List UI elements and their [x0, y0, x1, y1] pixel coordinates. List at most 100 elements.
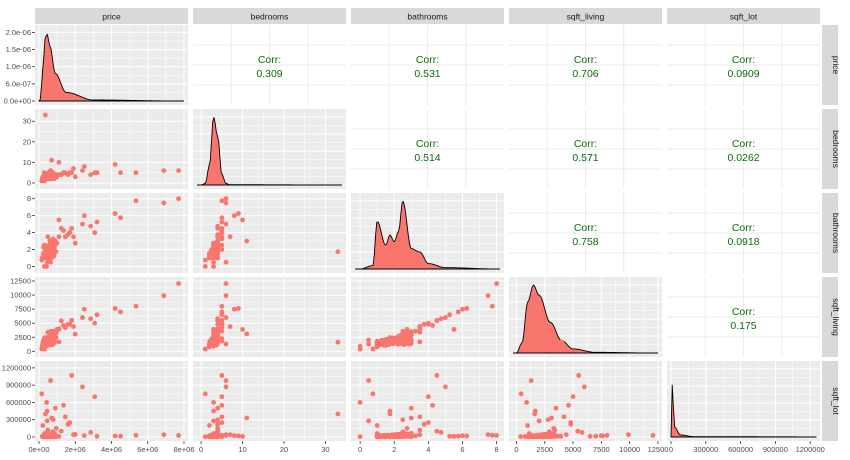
panel-bg [351, 361, 504, 441]
scatter-point [219, 242, 225, 248]
scatter-point [223, 259, 229, 265]
scatter-point [118, 433, 123, 439]
row-strip-label: bathrooms [831, 213, 841, 253]
scatter-point [553, 405, 559, 411]
row-strip-bg [822, 25, 838, 105]
scatter-point [421, 321, 427, 327]
density-curve-sqft_lot [670, 384, 817, 438]
scatter-point [94, 170, 100, 176]
scatter-point [244, 331, 250, 337]
panel-price-sqft_lot: Corr: 0.0909 [667, 25, 820, 105]
corr-label: Corr: [732, 222, 755, 234]
corr-value: 0.0918 [727, 236, 759, 248]
x-tick-label: 6 [460, 445, 464, 454]
scatter-point [41, 175, 46, 181]
scatter-point [460, 306, 465, 312]
scatter-point [81, 164, 87, 169]
x-tick-label: 600000 [728, 445, 753, 454]
scatter-points [39, 281, 181, 352]
scatter-point [176, 196, 181, 202]
scatter-point [335, 339, 341, 345]
scatter-point [485, 293, 491, 299]
scatter-point [587, 433, 593, 439]
scatter-point [524, 400, 529, 405]
y-tick-label: 2.0e-06 [6, 28, 31, 37]
column-strip-bathrooms: bathrooms [351, 8, 504, 24]
scatter-point [58, 428, 64, 434]
scatter-point [112, 211, 118, 216]
row-strip-bg [822, 361, 838, 441]
scatter-point [215, 321, 221, 327]
density-curve-bathrooms [355, 200, 500, 270]
scatter-point [593, 433, 599, 439]
panel-bedrooms-bathrooms: Corr: 0.514 [351, 109, 504, 189]
scatter-point [366, 341, 372, 347]
column-strip-bg [509, 8, 662, 24]
scatter-point [69, 317, 75, 323]
y-tick-label: 5000 [14, 319, 31, 328]
scatter-point [81, 433, 87, 439]
corr-value: 0.309 [256, 68, 282, 80]
scatter-point [215, 223, 221, 229]
scatter-point [489, 432, 495, 438]
y-tick-label: 1.5e-06 [6, 45, 31, 54]
scatter-point [49, 415, 55, 421]
scatter-point [133, 303, 139, 309]
scatter-point [231, 433, 237, 439]
scatter-point [434, 428, 440, 434]
scatter-point [575, 428, 581, 434]
scatter-point [49, 157, 55, 163]
scatter-point [425, 321, 431, 327]
row-strip-bg [822, 277, 838, 357]
corr-label: Corr: [416, 138, 439, 150]
scatter-point [211, 418, 216, 424]
scatter-point [558, 433, 563, 439]
scatter-point [407, 433, 412, 438]
scatter-point [71, 324, 76, 329]
column-strip-label: sqft_lot [730, 12, 758, 22]
scatter-point [161, 168, 167, 174]
panel-sqft_living-sqft_lot: Corr: 0.175 [667, 277, 820, 357]
corr-label: Corr: [574, 138, 597, 150]
density-curve-price [38, 33, 184, 102]
scatter-point [451, 326, 457, 332]
column-strip-sqft_lot: sqft_lot [667, 8, 820, 24]
scatter-point [207, 423, 212, 428]
column-strip-label: bedrooms [251, 12, 289, 22]
scatter-point [489, 303, 495, 309]
scatter-point [88, 172, 94, 178]
panel-bg [667, 361, 820, 441]
scatter-point [44, 400, 50, 405]
corr-label: Corr: [732, 138, 755, 150]
scatter-point [52, 405, 58, 411]
column-strip-label: sqft_living [567, 12, 605, 22]
scatter-point [425, 420, 431, 425]
panel-sqft_lot-sqft_living [509, 339, 662, 441]
scatter-point [219, 317, 225, 323]
scatter-point [211, 326, 216, 332]
scatter-point [42, 346, 47, 352]
scatter-point [604, 432, 610, 438]
scatter-point [133, 170, 139, 176]
scatter-point [80, 221, 85, 227]
x-tick-label: 0 [514, 445, 518, 454]
scatter-point [219, 247, 225, 252]
scatter-point [393, 339, 399, 344]
scatter-point [45, 427, 51, 433]
scatter-point [377, 339, 383, 345]
scatter-point [48, 378, 53, 383]
scatter-point [447, 433, 453, 439]
scatter-points [39, 196, 181, 269]
panel-price-bedrooms: Corr: 0.309 [193, 25, 346, 105]
scatter-point [223, 315, 229, 320]
scatter-point [464, 306, 470, 311]
scatter-point [215, 417, 221, 423]
scatter-point [50, 247, 56, 253]
scatter-point [51, 331, 57, 336]
scatter-point [112, 433, 118, 439]
scatter-point [88, 223, 94, 229]
y-axis: 0.0e+005.0e-071.0e-061.5e-062.0e-0601020… [2, 28, 35, 442]
scatter-point [434, 317, 440, 323]
panel-sqft_living-sqft_living [509, 277, 662, 357]
scatter-points [39, 112, 181, 184]
